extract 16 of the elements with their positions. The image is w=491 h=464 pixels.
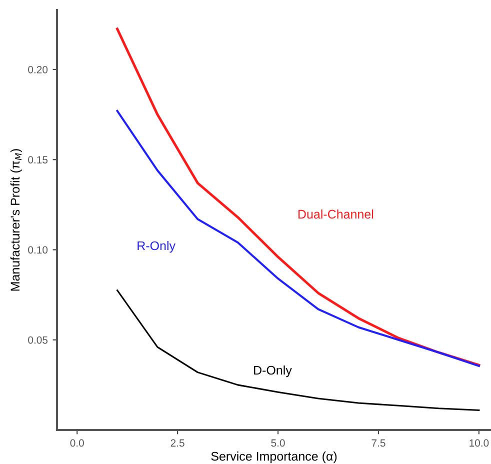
x-tick-label: 7.5 [372, 439, 386, 447]
x-tick-label: 5.0 [271, 439, 285, 447]
text: Dual-Channel [298, 209, 374, 219]
text: R-Only [138, 240, 176, 253]
x-tick-label: 0.0 [70, 439, 84, 447]
y-tick-label: 0.20 [28, 66, 48, 74]
y-axis-title: Manufacturer's Profit (π$_{M}$) [10, 149, 22, 291]
y-tick-label: 0.05 [28, 336, 48, 344]
x-axis-title: Service Importance (α) [211, 452, 337, 464]
line-series [116, 110, 480, 368]
x-tick-label: 2.5 [170, 439, 184, 447]
x-tick-label: 10.0 [470, 439, 489, 447]
y-tick-label: 0.15 [28, 156, 48, 164]
y-tick-label: 0.10 [28, 246, 48, 254]
line-series [116, 290, 480, 411]
series-label: D-Only [254, 365, 292, 378]
